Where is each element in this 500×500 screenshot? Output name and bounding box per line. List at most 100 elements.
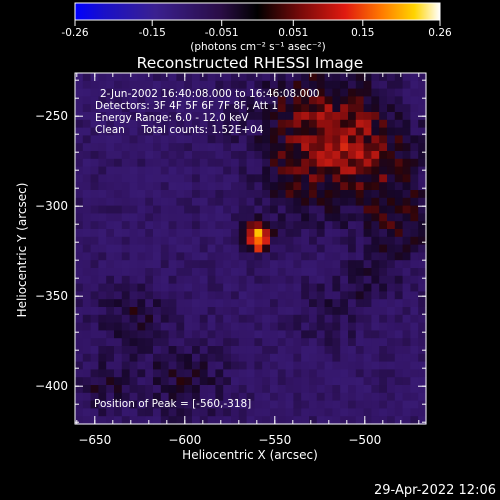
heatmap-cell: [121, 80, 131, 90]
heatmap-cell: [176, 174, 185, 183]
heatmap-cell: [90, 96, 99, 105]
heatmap-cell: [82, 416, 92, 425]
heatmap-cell: [387, 283, 396, 292]
heatmap-cell: [316, 314, 326, 324]
heatmap-cell: [363, 143, 372, 152]
heatmap-cell: [75, 88, 84, 97]
heatmap-cell: [387, 104, 396, 113]
heatmap-cell: [82, 377, 92, 386]
heatmap-cell: [192, 127, 201, 136]
heatmap-cell: [371, 127, 380, 136]
heatmap-cell: [238, 338, 248, 347]
heatmap-cell: [402, 283, 411, 292]
heatmap-cell: [387, 112, 396, 121]
heatmap-cell: [254, 275, 263, 285]
heatmap-cell: [277, 190, 287, 199]
heatmap-cell: [192, 244, 201, 253]
heatmap-cell: [207, 135, 216, 144]
heatmap-cell: [316, 221, 326, 230]
heatmap-cell: [418, 416, 427, 425]
heatmap-cell: [153, 143, 162, 152]
heatmap-cell: [238, 408, 248, 417]
heatmap-cell: [285, 392, 294, 402]
heatmap-cell: [137, 190, 146, 199]
heatmap-cell: [90, 127, 99, 136]
heatmap-cell: [262, 236, 271, 246]
heatmap-cell: [137, 135, 146, 144]
heatmap-cell: [121, 283, 131, 292]
heatmap-cell: [160, 346, 170, 355]
heatmap-cell: [75, 322, 84, 331]
heatmap-cell: [121, 143, 131, 152]
x-tick-label: −550: [258, 433, 291, 447]
heatmap-cell: [215, 236, 224, 246]
heatmap-cell: [192, 291, 201, 300]
heatmap-cell: [340, 104, 349, 113]
heatmap-cell: [82, 119, 92, 129]
heatmap-cell: [176, 330, 185, 339]
heatmap-cell: [153, 112, 162, 121]
heatmap-cell: [262, 174, 271, 183]
heatmap-cell: [355, 151, 365, 160]
heatmap-cell: [176, 143, 185, 152]
heatmap-cell: [153, 275, 162, 285]
heatmap-cell: [410, 221, 419, 230]
heatmap-cell: [348, 268, 357, 277]
heatmap-cell: [82, 112, 92, 121]
heatmap-cell: [231, 182, 240, 191]
heatmap-cell: [277, 197, 287, 207]
heatmap-cell: [98, 197, 107, 207]
heatmap-cell: [262, 190, 271, 199]
heatmap-cell: [168, 314, 177, 324]
heatmap-cell: [363, 80, 372, 90]
heatmap-cell: [75, 221, 84, 230]
heatmap-cell: [246, 182, 255, 191]
heatmap-cell: [82, 213, 92, 222]
heatmap-cell: [402, 135, 411, 144]
heatmap-cell: [121, 96, 131, 105]
heatmap-cell: [402, 392, 411, 402]
heatmap-cell: [145, 307, 154, 316]
heatmap-cell: [355, 338, 365, 347]
heatmap-cell: [410, 119, 419, 129]
heatmap-cell: [192, 260, 201, 269]
heatmap-cell: [246, 268, 255, 277]
heatmap-cell: [394, 135, 404, 144]
heatmap-cell: [90, 275, 99, 285]
heatmap-cell: [324, 143, 333, 152]
heatmap-cell: [75, 135, 84, 144]
heatmap-cell: [215, 88, 224, 97]
heatmap-cell: [223, 416, 232, 425]
heatmap-cell: [277, 166, 287, 175]
heatmap-cell: [379, 166, 388, 175]
heatmap-cell: [215, 268, 224, 277]
heatmap-cell: [402, 369, 411, 378]
heatmap-cell: [387, 190, 396, 199]
heatmap-cell: [402, 330, 411, 339]
heatmap-cell: [192, 221, 201, 230]
heatmap-cell: [301, 353, 310, 363]
heatmap-cell: [262, 314, 271, 324]
heatmap-cell: [332, 104, 341, 113]
heatmap-cell: [75, 353, 84, 363]
heatmap-cell: [137, 119, 146, 129]
heatmap-cell: [262, 112, 271, 121]
heatmap-cell: [418, 190, 427, 199]
heatmap-cell: [301, 416, 310, 425]
heatmap-cell: [371, 416, 380, 425]
heatmap-cell: [137, 283, 146, 292]
heatmap-cell: [106, 260, 115, 269]
heatmap-cell: [121, 268, 131, 277]
heatmap-cell: [121, 307, 131, 316]
heatmap-cell: [246, 104, 255, 113]
heatmap-cell: [355, 299, 365, 308]
heatmap-cell: [75, 338, 84, 347]
heatmap-cell: [238, 151, 248, 160]
heatmap-cell: [106, 174, 115, 183]
heatmap-cell: [418, 143, 427, 152]
heatmap-cell: [223, 307, 232, 316]
heatmap-cell: [410, 244, 419, 253]
heatmap-cell: [371, 244, 380, 253]
heatmap-cell: [114, 96, 123, 105]
